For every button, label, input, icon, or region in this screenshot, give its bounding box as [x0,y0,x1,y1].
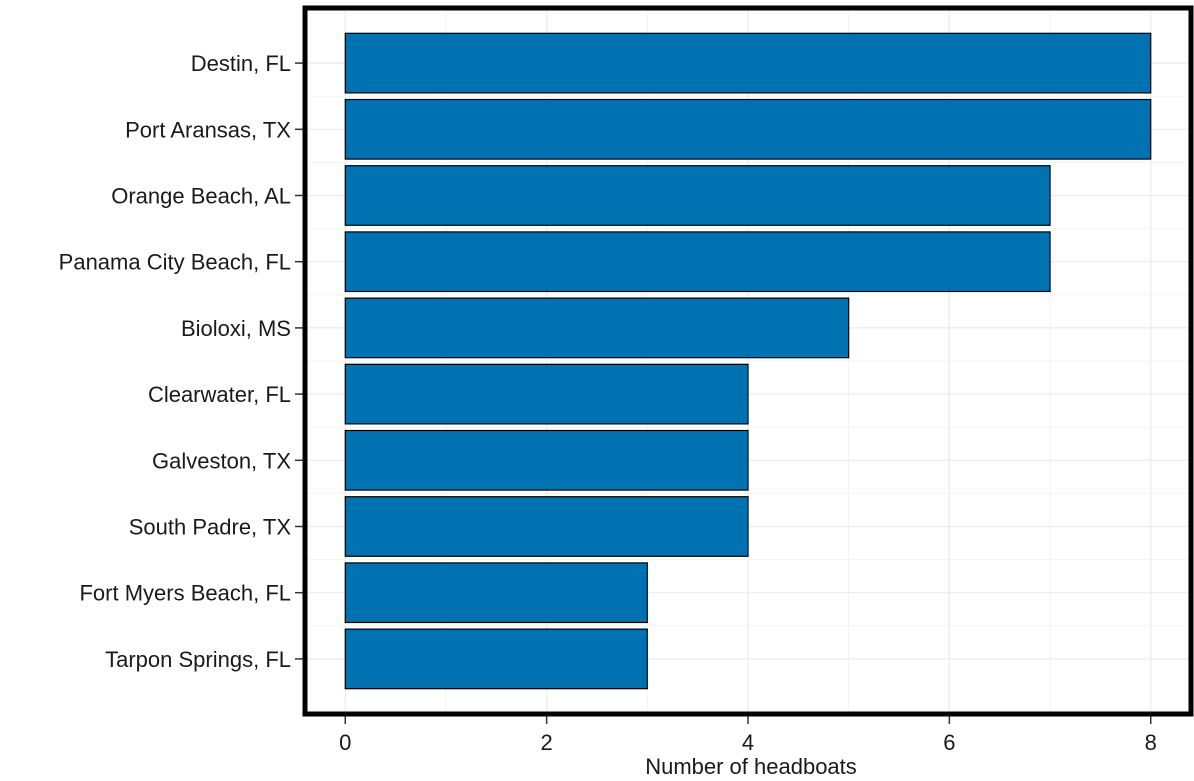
category-label: Panama City Beach, FL [59,250,291,275]
x-axis-title: Number of headboats [645,754,857,779]
bar [344,562,648,624]
category-label: Clearwater, FL [148,382,291,407]
category-label: Tarpon Springs, FL [105,647,291,672]
bar [344,297,850,359]
bar [344,363,749,425]
x-tick-label: 8 [1145,730,1157,755]
plot-frame [302,5,1194,717]
category-label: Port Aransas, TX [125,117,291,142]
x-tick-label: 4 [742,730,754,755]
category-label: Destin, FL [191,51,291,76]
category-label: South Padre, TX [129,515,292,540]
x-tick-label: 0 [339,730,351,755]
category-label: Orange Beach, AL [111,184,291,209]
x-tick-label: 6 [943,730,955,755]
bar [344,32,1152,94]
bar [344,628,648,690]
category-label: Fort Myers Beach, FL [79,581,291,606]
x-tick-label: 2 [541,730,553,755]
category-labels: Destin, FL Port Aransas, TX Orange Beach, … [59,51,305,672]
category-label: Bioloxi, MS [181,316,291,341]
bar [344,429,749,491]
bars [344,32,1152,690]
bar [344,165,1051,226]
bar [344,496,749,557]
x-axis-ticks: 0 2 4 6 8 [339,714,1157,755]
bar [344,98,1152,160]
category-label: Galveston, TX [152,448,291,473]
bar [344,231,1051,293]
